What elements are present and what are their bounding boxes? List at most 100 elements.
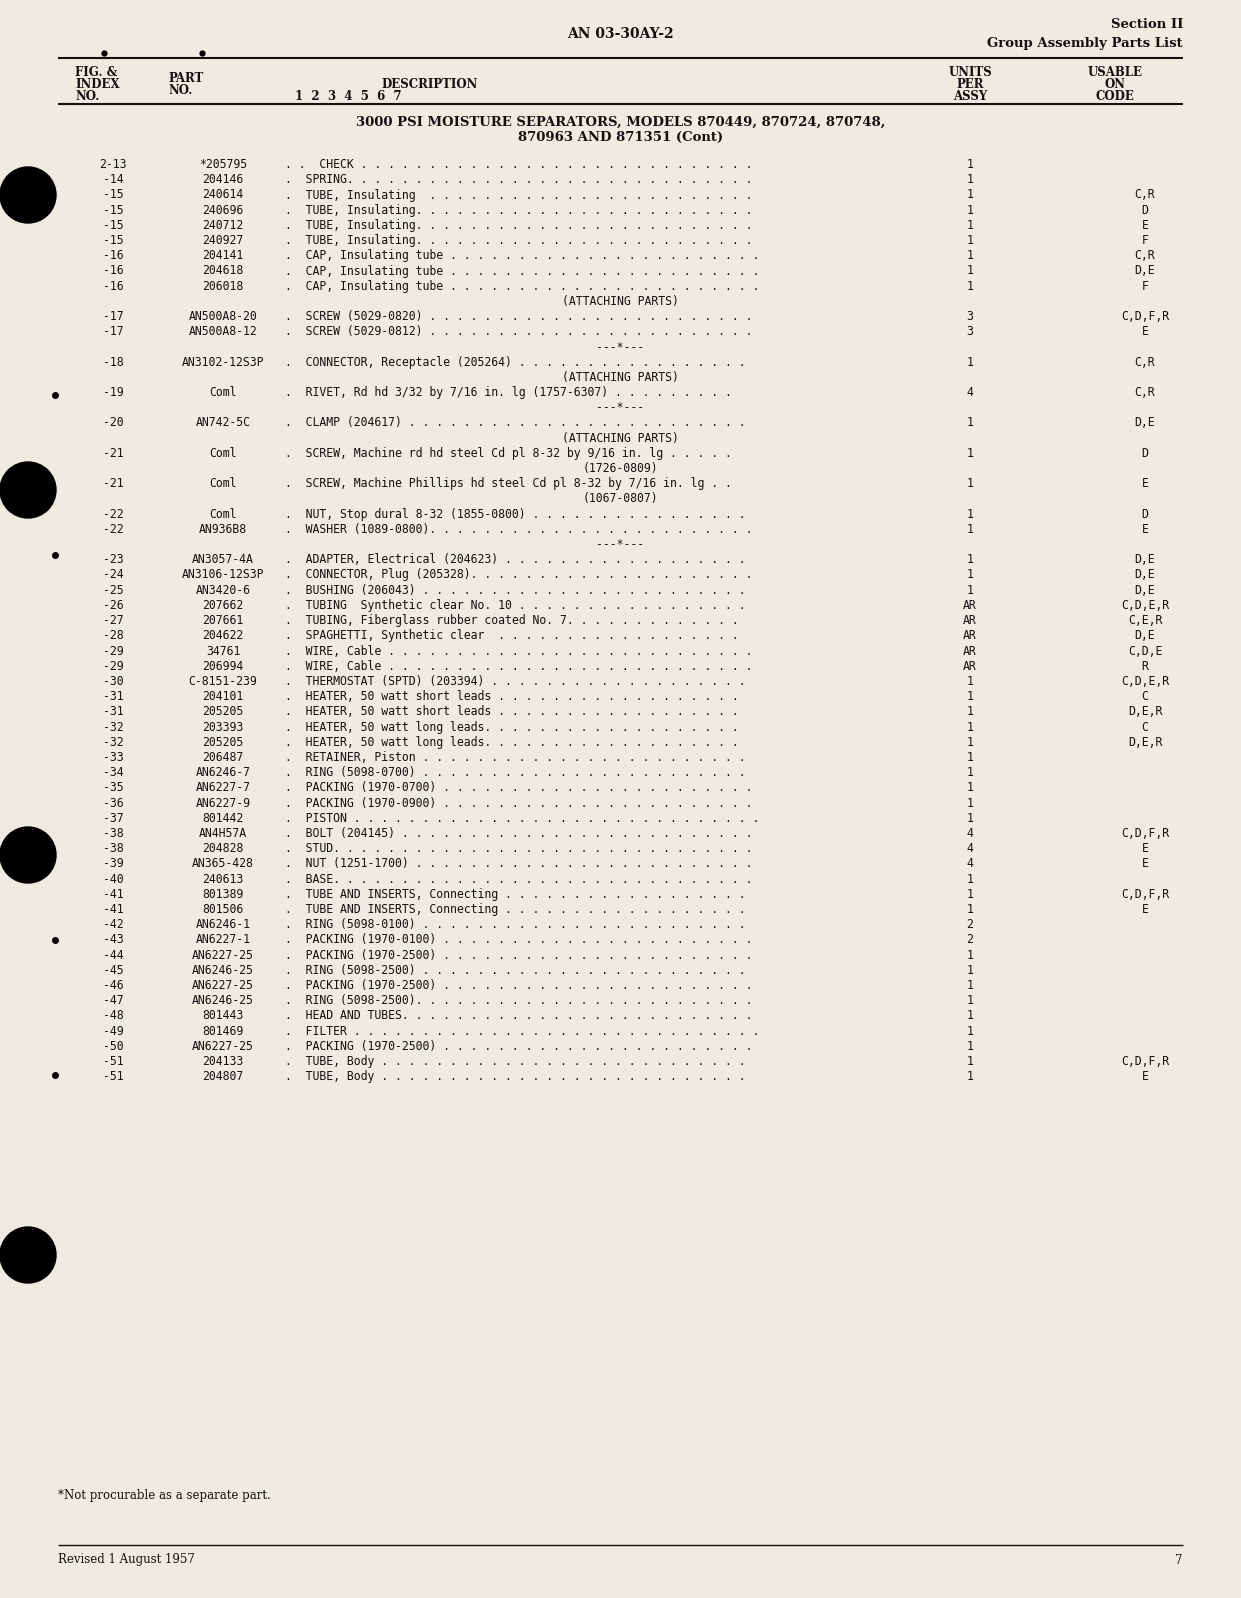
Text: 1: 1 (967, 781, 973, 794)
Text: USABLE: USABLE (1087, 66, 1143, 78)
Text: -43: -43 (103, 933, 123, 946)
Text: 1: 1 (967, 553, 973, 566)
Text: -44: -44 (103, 949, 123, 962)
Text: 3: 3 (967, 326, 973, 339)
Text: AN742-5C: AN742-5C (196, 417, 251, 430)
Text: 4: 4 (967, 387, 973, 400)
Text: AN500A8-12: AN500A8-12 (189, 326, 257, 339)
Text: .  BOLT (204145) . . . . . . . . . . . . . . . . . . . . . . . . . .: . BOLT (204145) . . . . . . . . . . . . … (285, 826, 752, 841)
Circle shape (0, 828, 56, 884)
Text: .  CLAMP (204617) . . . . . . . . . . . . . . . . . . . . . . . . .: . CLAMP (204617) . . . . . . . . . . . .… (285, 417, 746, 430)
Text: C,D,E: C,D,E (1128, 644, 1162, 657)
Text: AN6227-25: AN6227-25 (192, 1040, 254, 1053)
Text: -18: -18 (103, 356, 123, 369)
Text: 1: 1 (967, 583, 973, 596)
Text: ON: ON (1104, 77, 1126, 91)
Text: C,D,E,R: C,D,E,R (1121, 599, 1169, 612)
Text: C,R: C,R (1134, 356, 1155, 369)
Text: Coml: Coml (210, 508, 237, 521)
Text: .  THERMOSTAT (SPTD) (203394) . . . . . . . . . . . . . . . . . . .: . THERMOSTAT (SPTD) (203394) . . . . . .… (285, 674, 746, 687)
Text: .  TUBE, Insulating. . . . . . . . . . . . . . . . . . . . . . . . .: . TUBE, Insulating. . . . . . . . . . . … (285, 203, 752, 217)
Text: Group Assembly Parts List: Group Assembly Parts List (988, 37, 1183, 50)
Text: D,E,R: D,E,R (1128, 735, 1162, 749)
Text: -31: -31 (103, 705, 123, 718)
Text: 205205: 205205 (202, 705, 243, 718)
Text: .  HEATER, 50 watt short leads . . . . . . . . . . . . . . . . . .: . HEATER, 50 watt short leads . . . . . … (285, 690, 738, 703)
Text: 1: 1 (967, 994, 973, 1007)
Text: D,E,R: D,E,R (1128, 705, 1162, 718)
Text: .  TUBE, Body . . . . . . . . . . . . . . . . . . . . . . . . . . .: . TUBE, Body . . . . . . . . . . . . . .… (285, 1071, 746, 1083)
Text: 204828: 204828 (202, 842, 243, 855)
Text: .  TUBE, Insulating. . . . . . . . . . . . . . . . . . . . . . . . .: . TUBE, Insulating. . . . . . . . . . . … (285, 233, 752, 248)
Text: AN 03-30AY-2: AN 03-30AY-2 (567, 27, 674, 42)
Text: 1: 1 (967, 249, 973, 262)
Text: -35: -35 (103, 781, 123, 794)
Text: 1  2  3  4  5  6  7: 1 2 3 4 5 6 7 (295, 89, 402, 102)
Text: .  CONNECTOR, Plug (205328). . . . . . . . . . . . . . . . . . . . .: . CONNECTOR, Plug (205328). . . . . . . … (285, 569, 752, 582)
Text: 206487: 206487 (202, 751, 243, 764)
Text: D,E: D,E (1134, 553, 1155, 566)
Text: 204141: 204141 (202, 249, 243, 262)
Text: C,R: C,R (1134, 189, 1155, 201)
Text: E: E (1142, 219, 1148, 232)
Text: 2: 2 (967, 919, 973, 932)
Text: -33: -33 (103, 751, 123, 764)
Text: 1: 1 (967, 158, 973, 171)
Circle shape (0, 1227, 56, 1283)
Text: 2-13: 2-13 (99, 158, 127, 171)
Text: .  HEAD AND TUBES. . . . . . . . . . . . . . . . . . . . . . . . . .: . HEAD AND TUBES. . . . . . . . . . . . … (285, 1010, 752, 1023)
Text: 1: 1 (967, 812, 973, 825)
Text: D,E: D,E (1134, 265, 1155, 278)
Text: .  NUT, Stop dural 8-32 (1855-0800) . . . . . . . . . . . . . . . .: . NUT, Stop dural 8-32 (1855-0800) . . .… (285, 508, 746, 521)
Text: D,E: D,E (1134, 569, 1155, 582)
Text: -36: -36 (103, 796, 123, 810)
Text: Revised 1 August 1957: Revised 1 August 1957 (58, 1553, 195, 1566)
Text: 7: 7 (1175, 1553, 1183, 1566)
Text: -41: -41 (103, 903, 123, 916)
Text: C,D,F,R: C,D,F,R (1121, 826, 1169, 841)
Text: 204133: 204133 (202, 1055, 243, 1067)
Text: -38: -38 (103, 842, 123, 855)
Text: 204807: 204807 (202, 1071, 243, 1083)
Text: 801469: 801469 (202, 1024, 243, 1037)
Text: .  SCREW, Machine rd hd steel Cd pl 8-32 by 9/16 in. lg . . . . .: . SCREW, Machine rd hd steel Cd pl 8-32 … (285, 447, 732, 460)
Text: E: E (1142, 326, 1148, 339)
Text: 1: 1 (967, 356, 973, 369)
Text: .  ADAPTER, Electrical (204623) . . . . . . . . . . . . . . . . . .: . ADAPTER, Electrical (204623) . . . . .… (285, 553, 746, 566)
Text: (1067-0807): (1067-0807) (583, 492, 658, 505)
Text: 205205: 205205 (202, 735, 243, 749)
Text: F: F (1142, 280, 1148, 292)
Text: .  PACKING (1970-2500) . . . . . . . . . . . . . . . . . . . . . . .: . PACKING (1970-2500) . . . . . . . . . … (285, 1040, 752, 1053)
Text: -48: -48 (103, 1010, 123, 1023)
Text: -32: -32 (103, 735, 123, 749)
Text: C,D,F,R: C,D,F,R (1121, 888, 1169, 901)
Text: (ATTACHING PARTS): (ATTACHING PARTS) (562, 431, 679, 444)
Text: -50: -50 (103, 1040, 123, 1053)
Text: 204101: 204101 (202, 690, 243, 703)
Text: 1: 1 (967, 751, 973, 764)
Text: AR: AR (963, 644, 977, 657)
Text: ASSY: ASSY (953, 89, 987, 102)
Text: -23: -23 (103, 553, 123, 566)
Text: C-8151-239: C-8151-239 (189, 674, 257, 687)
Text: -25: -25 (103, 583, 123, 596)
Text: .  PACKING (1970-2500) . . . . . . . . . . . . . . . . . . . . . . .: . PACKING (1970-2500) . . . . . . . . . … (285, 949, 752, 962)
Text: 3000 PSI MOISTURE SEPARATORS, MODELS 870449, 870724, 870748,: 3000 PSI MOISTURE SEPARATORS, MODELS 870… (356, 115, 885, 128)
Text: AN500A8-20: AN500A8-20 (189, 310, 257, 323)
Text: .  SCREW (5029-0812) . . . . . . . . . . . . . . . . . . . . . . . .: . SCREW (5029-0812) . . . . . . . . . . … (285, 326, 752, 339)
Text: -45: -45 (103, 964, 123, 976)
Text: 1: 1 (967, 1071, 973, 1083)
Text: -15: -15 (103, 219, 123, 232)
Text: AN6246-1: AN6246-1 (196, 919, 251, 932)
Text: .  TUBE, Body . . . . . . . . . . . . . . . . . . . . . . . . . . .: . TUBE, Body . . . . . . . . . . . . . .… (285, 1055, 746, 1067)
Text: .  TUBE AND INSERTS, Connecting . . . . . . . . . . . . . . . . . .: . TUBE AND INSERTS, Connecting . . . . .… (285, 903, 746, 916)
Text: -22: -22 (103, 508, 123, 521)
Text: 34761: 34761 (206, 644, 241, 657)
Text: 801442: 801442 (202, 812, 243, 825)
Text: -37: -37 (103, 812, 123, 825)
Text: AR: AR (963, 599, 977, 612)
Text: .  NUT (1251-1700) . . . . . . . . . . . . . . . . . . . . . . . . .: . NUT (1251-1700) . . . . . . . . . . . … (285, 857, 752, 871)
Text: -31: -31 (103, 690, 123, 703)
Text: .  TUBE, Insulating  . . . . . . . . . . . . . . . . . . . . . . . .: . TUBE, Insulating . . . . . . . . . . .… (285, 189, 752, 201)
Text: -30: -30 (103, 674, 123, 687)
